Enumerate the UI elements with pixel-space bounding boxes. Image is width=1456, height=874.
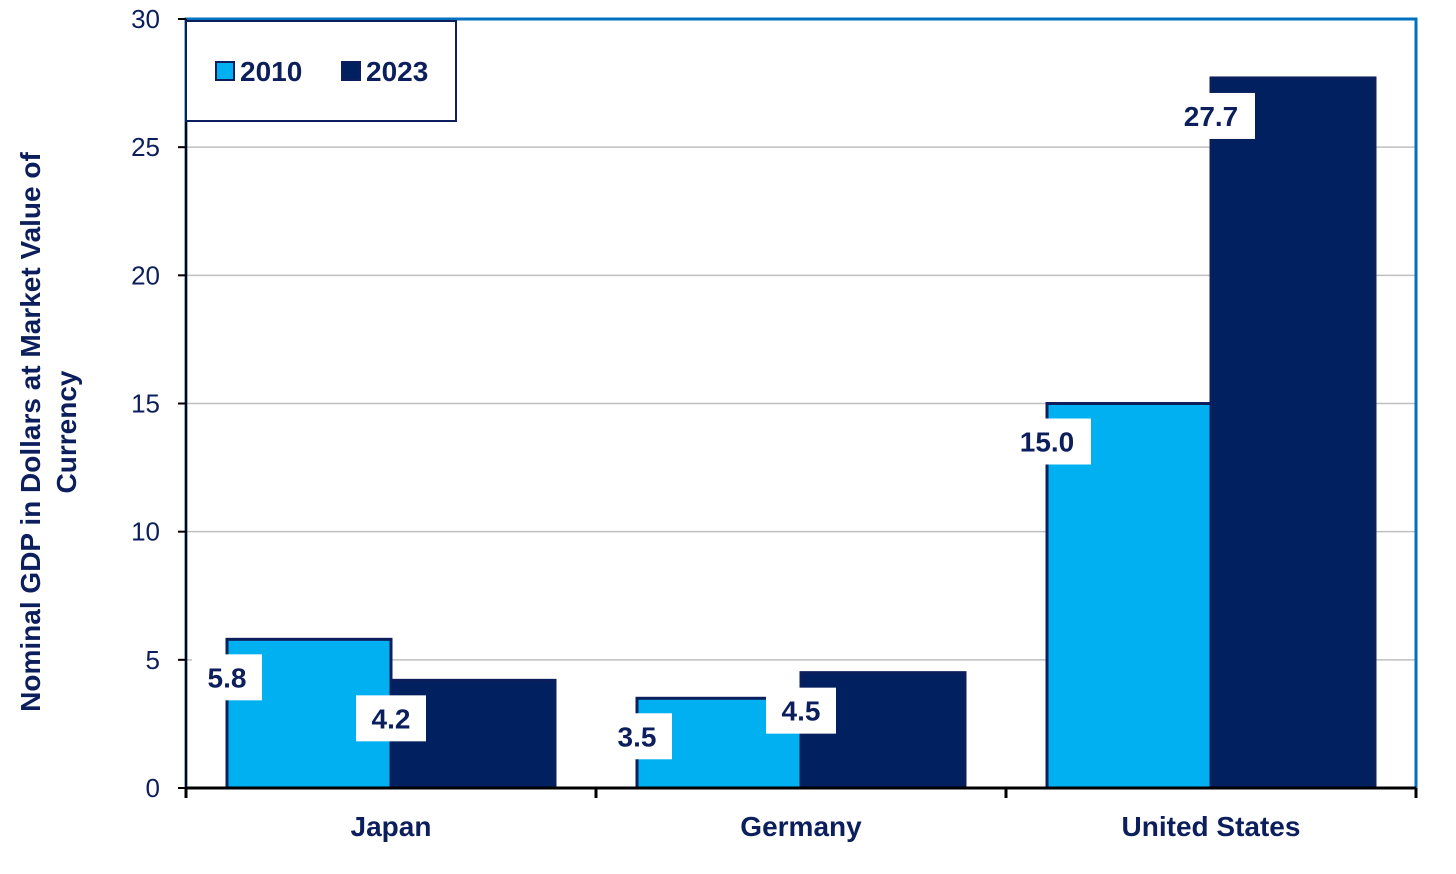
data-label: 15.0 (1020, 427, 1075, 458)
y-tick-label: 30 (131, 4, 160, 34)
bar-2023-united-states (1209, 76, 1377, 790)
legend-label-2010: 2010 (240, 56, 302, 87)
legend-label-2023: 2023 (366, 56, 428, 87)
data-label: 4.5 (782, 696, 821, 727)
data-label-box (1167, 92, 1255, 139)
y-axis-label: Nominal GDP in Dollars at Market Value o… (15, 152, 82, 712)
y-axis-label-group: Nominal GDP in Dollars at Market Value o… (15, 152, 82, 712)
y-tick-label: 15 (131, 389, 160, 419)
legend-swatch-2010 (215, 61, 235, 81)
data-label-box (356, 695, 426, 742)
bar-2010-united-states (1045, 402, 1213, 790)
y-axis-ticks: 0 5 10 15 20 25 30 (131, 4, 186, 803)
data-label: 5.8 (208, 662, 247, 693)
x-category-label: United States (1122, 811, 1301, 842)
data-label: 27.7 (1184, 101, 1239, 132)
y-axis-label-line-1: Nominal GDP in Dollars at Market Value o… (15, 152, 46, 712)
legend-swatch-2023 (341, 61, 361, 81)
x-category-label: Japan (351, 811, 432, 842)
data-label-box (192, 654, 262, 701)
bars (225, 76, 1377, 790)
x-category-label: Germany (740, 811, 862, 842)
data-label-box (602, 713, 672, 760)
data-label: 3.5 (618, 721, 657, 752)
data-label-box (766, 687, 836, 734)
y-tick-label: 10 (131, 517, 160, 547)
legend: 2010 2023 (185, 20, 457, 122)
data-label: 4.2 (372, 703, 411, 734)
x-axis: Japan Germany United States (184, 788, 1418, 842)
y-tick-label: 5 (146, 645, 160, 675)
y-tick-label: 25 (131, 132, 160, 162)
data-label-box (1003, 418, 1091, 465)
data-labels: 5.8 4.2 3.5 4.5 15.0 27.7 (192, 92, 1255, 760)
y-tick-label: 20 (131, 260, 160, 290)
y-tick-label: 0 (146, 773, 160, 803)
y-axis-label-line-2: Currency (51, 370, 82, 493)
